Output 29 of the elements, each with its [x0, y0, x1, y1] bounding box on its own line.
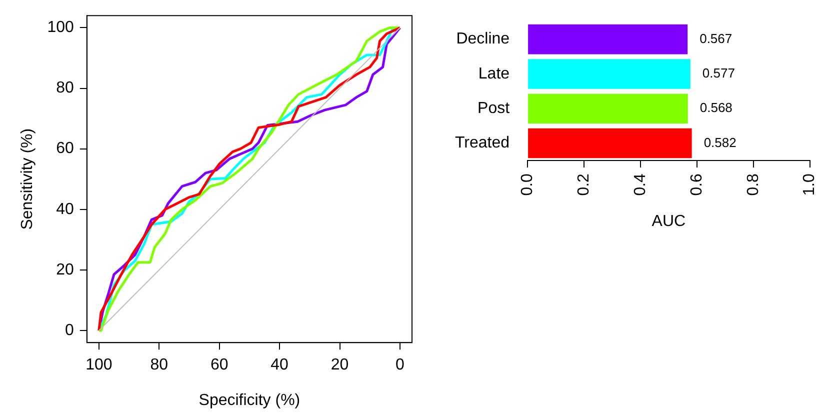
x-axis-title: Specificity (%): [198, 392, 300, 409]
y-tick-label: Decline: [456, 30, 510, 48]
x-tick-label: 20: [330, 356, 349, 374]
x-tick-label: 40: [270, 356, 289, 374]
x-tick-label: 100: [86, 356, 112, 374]
y-tick-label: Post: [478, 100, 510, 118]
y-tick-label: 60: [56, 140, 74, 158]
y-tick-label: 100: [47, 19, 74, 36]
data-label: 0.568: [700, 100, 732, 116]
y-tick-label: 40: [56, 200, 74, 218]
x-tick-label: 0.8: [744, 173, 762, 196]
y-tick-label: 80: [56, 80, 74, 97]
x-tick-label: 0.6: [688, 173, 706, 196]
x-tick-label: 1.0: [801, 173, 818, 196]
y-axis-title: Sensitivity (%): [19, 128, 36, 230]
x-tick-label: 80: [150, 356, 168, 374]
data-label: 0.582: [704, 134, 736, 150]
x-tick-label: 0.0: [518, 173, 536, 196]
y-tick-label: 20: [56, 261, 74, 278]
x-tick-label: 0.4: [632, 173, 649, 196]
x-tick-label: 60: [210, 356, 228, 374]
y-tick-label: Treated: [455, 134, 510, 152]
x-tick-label: 0: [396, 356, 405, 374]
data-label: 0.577: [702, 66, 735, 81]
x-axis-title: AUC: [652, 212, 686, 230]
data-label: 0.567: [700, 30, 732, 46]
y-tick-label: Late: [478, 65, 510, 82]
x-tick-label: 0.2: [575, 173, 592, 196]
y-tick-label: 0: [64, 322, 74, 339]
